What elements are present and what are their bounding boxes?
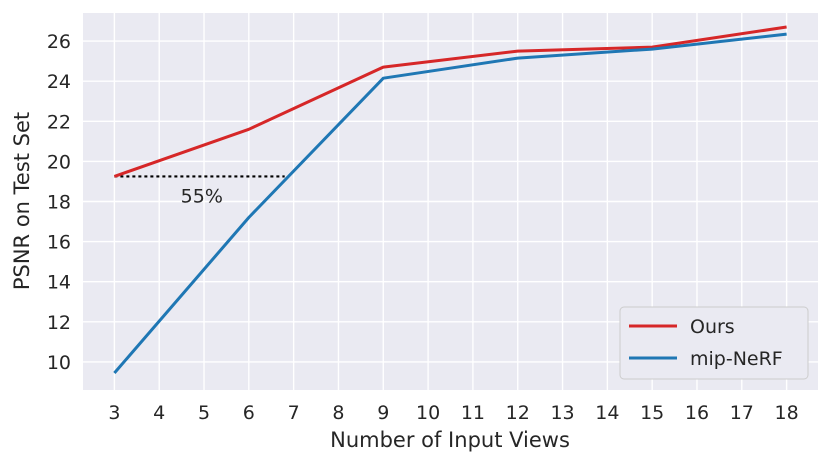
- x-tick-label: 3: [108, 402, 120, 424]
- grid-lines: [83, 13, 818, 390]
- x-tick-label: 10: [416, 402, 440, 424]
- x-tick-label: 5: [198, 402, 210, 424]
- y-tick-label: 10: [47, 352, 71, 374]
- y-tick-label: 20: [47, 151, 71, 173]
- y-tick-label: 18: [47, 192, 71, 214]
- legend-label-ours: Ours: [690, 316, 735, 338]
- tick-labels: 3 4 5 6 7 8 9 10 11 12 13 14 15 16 17 18 10 12 14 16 18 20 22 2…: [47, 31, 799, 424]
- gap-annotation-label: 55%: [181, 185, 223, 207]
- x-tick-label: 14: [595, 402, 619, 424]
- x-tick-label: 12: [506, 402, 530, 424]
- x-tick-label: 7: [288, 402, 300, 424]
- y-tick-label: 12: [47, 312, 71, 334]
- legend-label-mip-nerf: mip-NeRF: [690, 348, 783, 370]
- x-tick-label: 9: [377, 402, 389, 424]
- series-line-mip-nerf: [113, 32, 787, 374]
- x-tick-label: 4: [153, 402, 165, 424]
- y-tick-label: 16: [47, 232, 71, 254]
- x-tick-label: 6: [243, 402, 255, 424]
- x-axis-label: Number of Input Views: [330, 428, 570, 452]
- y-tick-label: 26: [47, 31, 71, 53]
- x-tick-label: 8: [332, 402, 344, 424]
- x-tick-label: 11: [461, 402, 485, 424]
- y-tick-label: 14: [47, 272, 71, 294]
- y-tick-label: 24: [47, 71, 71, 93]
- annotations: 55%: [114, 175, 285, 207]
- x-tick-label: 17: [730, 402, 754, 424]
- x-tick-label: 16: [685, 402, 709, 424]
- x-tick-label: 15: [640, 402, 664, 424]
- series-lines: [113, 25, 787, 374]
- x-tick-label: 18: [775, 402, 799, 424]
- series-line-ours: [113, 25, 787, 178]
- x-tick-label: 13: [550, 402, 574, 424]
- y-axis-label: PSNR on Test Set: [10, 112, 34, 290]
- y-tick-label: 22: [47, 111, 71, 133]
- legend: Ours mip-NeRF: [619, 306, 809, 380]
